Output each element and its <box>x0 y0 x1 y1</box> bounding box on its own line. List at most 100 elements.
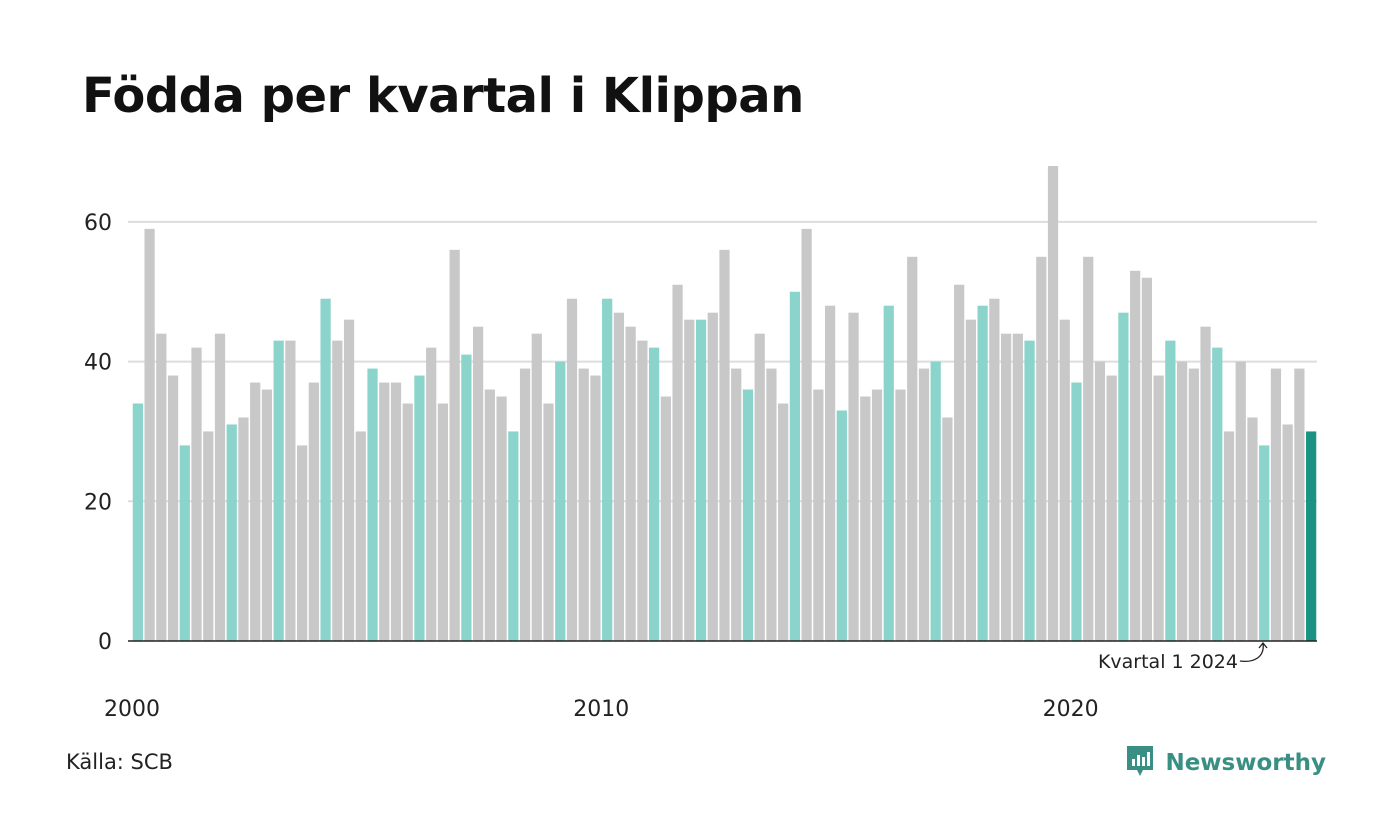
bar <box>1188 368 1199 641</box>
x-tick-label: 2020 <box>1043 697 1099 722</box>
bar <box>343 319 355 641</box>
bar <box>402 403 413 641</box>
bar <box>789 291 801 641</box>
bar <box>132 403 143 641</box>
bar <box>1059 319 1070 641</box>
bar <box>942 417 953 641</box>
bar <box>203 431 214 641</box>
bar <box>648 347 660 641</box>
bar <box>625 326 636 641</box>
bar <box>1083 256 1094 641</box>
bar <box>1212 347 1223 641</box>
bar <box>766 368 777 641</box>
bar <box>860 396 871 641</box>
bar <box>320 298 331 641</box>
bar <box>824 305 836 641</box>
bar <box>907 256 918 641</box>
bar <box>1223 431 1235 641</box>
bar <box>285 340 296 641</box>
annotation-arrow <box>1239 642 1264 663</box>
bar <box>989 298 1000 641</box>
bar <box>390 382 402 641</box>
bar <box>930 361 941 641</box>
bar <box>297 445 308 641</box>
bar <box>1024 340 1035 641</box>
bar <box>1012 333 1023 641</box>
bar <box>519 368 531 641</box>
chart-title: Födda per kvartal i Klippan <box>82 68 804 124</box>
annotation: Kvartal 1 2024 <box>1098 641 1268 673</box>
axes: 0 20 40 60 2000 2010 2020 <box>84 211 1317 722</box>
bar <box>449 249 460 641</box>
bar <box>1176 361 1188 641</box>
annotation-label: Kvartal 1 2024 <box>1098 651 1238 673</box>
brand-name: Newsworthy <box>1165 750 1326 776</box>
bar <box>379 382 390 641</box>
bar <box>214 333 226 641</box>
bar <box>602 298 613 641</box>
source-note: Källa: SCB <box>66 750 173 774</box>
newsworthy-logo-icon <box>1125 744 1155 782</box>
bar <box>414 375 425 641</box>
bar <box>977 305 988 641</box>
bar <box>660 396 671 641</box>
bar <box>226 424 237 641</box>
bar <box>684 319 695 641</box>
bar <box>332 340 343 641</box>
bar <box>555 361 566 641</box>
bar <box>1235 361 1246 641</box>
bar <box>836 410 847 641</box>
bar <box>238 417 249 641</box>
bar <box>1130 270 1141 641</box>
bar <box>719 249 730 641</box>
bar <box>543 403 554 641</box>
x-tick-label: 2000 <box>104 697 160 722</box>
y-tick-label: 20 <box>84 490 112 515</box>
bar <box>1036 256 1047 641</box>
bar <box>144 228 155 641</box>
bar <box>707 312 718 641</box>
bar <box>461 354 472 641</box>
bar <box>508 431 519 641</box>
bar <box>731 368 742 641</box>
bar <box>895 389 906 641</box>
bar <box>1282 424 1293 641</box>
bar <box>437 403 449 641</box>
bar <box>473 326 484 641</box>
bar <box>613 312 625 641</box>
bar <box>484 389 495 641</box>
bar <box>355 431 366 641</box>
bar <box>261 389 273 641</box>
bar <box>1270 368 1282 641</box>
bar <box>179 445 190 641</box>
bar <box>918 368 930 641</box>
bar <box>813 389 824 641</box>
bar <box>156 333 167 641</box>
bar <box>590 375 601 641</box>
bar <box>496 396 507 641</box>
bar <box>578 368 589 641</box>
bar <box>1118 312 1129 641</box>
bar <box>531 333 542 641</box>
bar <box>954 284 965 641</box>
bar <box>308 382 319 641</box>
y-tick-label: 40 <box>84 351 112 376</box>
bar <box>871 389 883 641</box>
bar <box>801 228 812 641</box>
bar <box>367 368 378 641</box>
bar <box>1294 368 1305 641</box>
bar <box>1071 382 1082 641</box>
bar <box>848 312 859 641</box>
brand-logo[interactable]: Newsworthy <box>1125 744 1326 782</box>
bar <box>1259 445 1270 641</box>
y-tick-label: 60 <box>84 211 112 236</box>
bar <box>742 389 754 641</box>
bar <box>778 403 789 641</box>
bar <box>1200 326 1211 641</box>
bar <box>191 347 202 641</box>
bar <box>1306 431 1317 641</box>
bar <box>167 375 179 641</box>
bar <box>273 340 284 641</box>
y-tick-label: 0 <box>98 630 112 655</box>
bars <box>132 166 1317 641</box>
